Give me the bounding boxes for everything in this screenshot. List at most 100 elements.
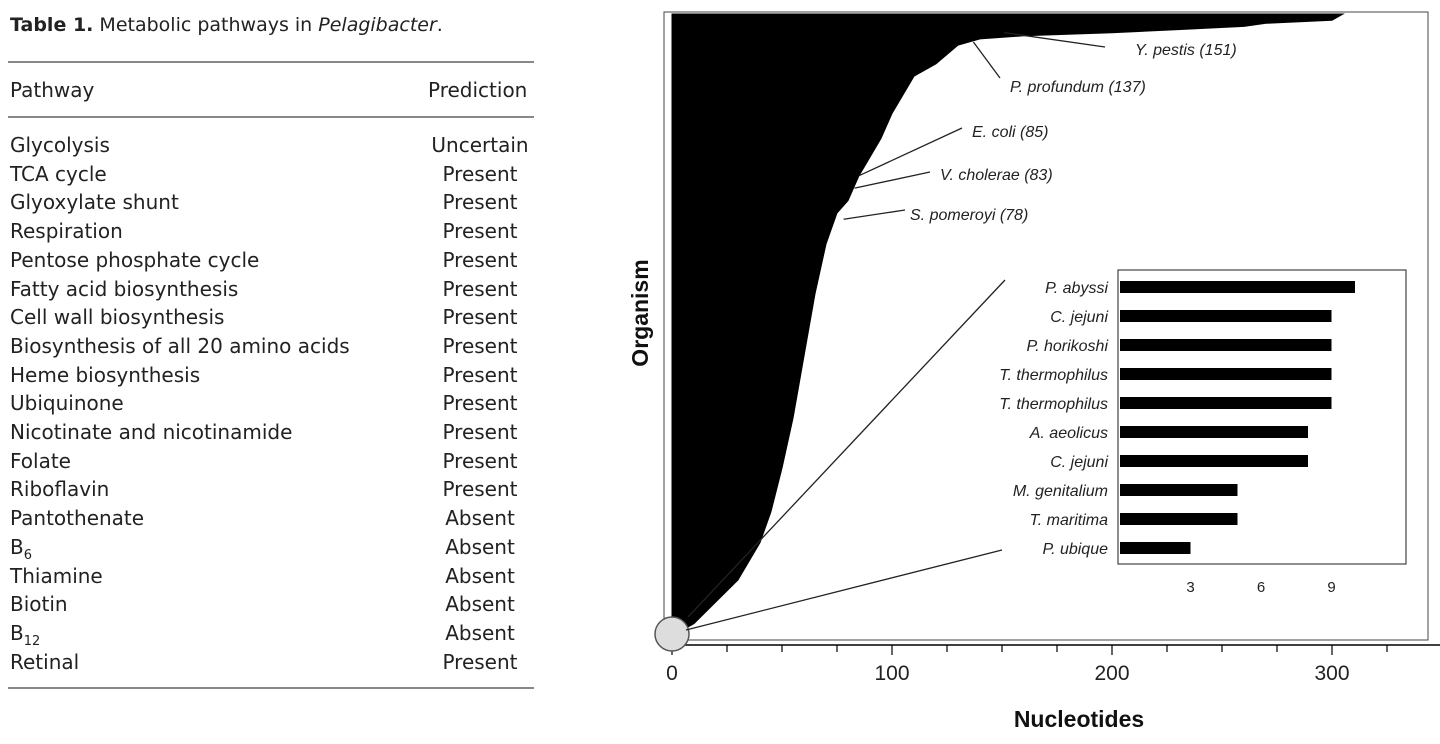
inset-bar: [1120, 455, 1308, 467]
table-row: Cell wall biosynthesis Present: [10, 303, 532, 331]
table-row: Folate Present: [10, 447, 532, 475]
table-row: Fatty acid biosynthesis Present: [10, 275, 532, 303]
inset-bar: [1120, 368, 1332, 380]
table-title: Table 1. Metabolic pathways in Pelagibac…: [10, 14, 443, 36]
figure-svg: 0 100 200 300 Nucleotides Organism Y. pestis (…: [627, 11, 1440, 732]
annotation-label: E. coli (85): [972, 124, 1048, 141]
annotation-label: V. cholerae (83): [940, 167, 1053, 184]
prediction-cell: Absent: [445, 534, 515, 559]
inset-bar: [1120, 339, 1332, 351]
inset-category-label: C. jejuni: [1050, 309, 1108, 326]
pathway-cell: Ubiquinone: [10, 391, 124, 416]
pathway-cell: Pantothenate: [10, 506, 145, 531]
x-tick-label: 0: [666, 662, 678, 685]
table-row: Ubiquinone Present: [10, 389, 532, 417]
pathway-subscript: 12: [23, 633, 41, 649]
prediction-cell: Absent: [445, 592, 515, 617]
inset-bar: [1120, 484, 1238, 496]
table-row: Biotin Absent: [10, 590, 532, 618]
table-row: Biosynthesis of all 20 amino acids Presen…: [10, 332, 532, 360]
prediction-cell: Absent: [445, 620, 515, 645]
table-row: Glyoxylate shunt Present: [10, 188, 532, 216]
table-row: Retinal Present: [10, 648, 532, 676]
pathway-cell: Riboflavin: [10, 477, 110, 502]
table-row: B6 Absent: [10, 533, 532, 563]
table-row: B12 Absent: [10, 619, 532, 649]
annotation-leader: [858, 127, 963, 177]
col-header-prediction: Prediction: [428, 78, 528, 102]
annotation-leader: [854, 171, 931, 189]
prediction-cell: Present: [442, 219, 518, 244]
pathway-cell: Glycolysis: [10, 133, 110, 157]
pathway-cell: Fatty acid biosynthesis: [10, 276, 239, 301]
x-tick-label: 200: [1094, 662, 1129, 685]
pathway-cell: Respiration: [10, 219, 123, 244]
annotation-leader: [1004, 32, 1106, 48]
pathway-cell: Nicotinate and nicotinamide: [10, 420, 293, 444]
prediction-cell: Present: [442, 362, 518, 387]
prediction-cell: Present: [442, 477, 518, 502]
inset-leader-line: [687, 279, 1006, 618]
prediction-cell: Present: [442, 649, 518, 674]
nucleotide-figure: 0 100 200 300 Nucleotides Organism Y. pestis (…: [560, 0, 1440, 744]
prediction-cell: Present: [442, 161, 518, 186]
inset-bar: [1120, 310, 1332, 322]
inset-category-label: T. maritima: [1029, 512, 1108, 529]
inset-bar: [1120, 426, 1308, 438]
prediction-cell: Present: [442, 190, 518, 215]
table-row: Pentose phosphate cycle Present: [10, 246, 532, 274]
prediction-cell: Absent: [445, 563, 515, 588]
pathway-cell: Heme biosynthesis: [10, 362, 201, 387]
table-title-end: .: [436, 14, 443, 36]
distribution-area: [671, 13, 1345, 637]
prediction-cell: Present: [442, 333, 518, 358]
table-bottom-rule: [8, 687, 534, 689]
table-title-text: Metabolic pathways in: [93, 14, 319, 36]
table-row: Thiamine Absent: [10, 562, 532, 590]
table-title-label: Table 1.: [10, 14, 94, 36]
pathway-cell: TCA cycle: [10, 161, 107, 186]
annotation-label: P. profundum (137): [1010, 79, 1146, 96]
inset-category-label: P. abyssi: [1045, 280, 1108, 297]
inset-bar: [1120, 513, 1238, 525]
prediction-cell: Uncertain: [431, 133, 529, 157]
annotation-leader: [972, 41, 1001, 79]
pathway-cell: Glyoxylate shunt: [10, 190, 179, 215]
pathway-table: Table 1. Metabolic pathways in Pelagibac…: [0, 0, 545, 740]
pathway-cell: B12: [10, 620, 41, 649]
prediction-cell: Present: [442, 276, 518, 301]
table-title-genus: Pelagibacter: [318, 14, 437, 36]
table-row: Riboflavin Present: [10, 475, 532, 503]
table-header-rule: [8, 116, 534, 118]
pathway-subscript: 6: [23, 547, 33, 563]
col-header-pathway: Pathway: [10, 78, 95, 102]
origin-highlight: [654, 616, 690, 652]
prediction-cell: Present: [442, 247, 518, 272]
table-top-rule: [8, 61, 534, 63]
inset-category-label: M. genitalium: [1013, 483, 1108, 500]
prediction-cell: Absent: [445, 506, 515, 531]
table-row: Heme biosynthesis Present: [10, 361, 532, 389]
pathway-cell: Folate: [10, 448, 71, 473]
annotation-label: Y. pestis (151): [1135, 42, 1237, 59]
pathway-cell: Retinal: [10, 649, 80, 674]
inset-leader-line: [685, 549, 1003, 631]
pathway-cell: B6: [10, 534, 33, 563]
table-row: Pantothenate Absent: [10, 504, 532, 532]
inset-tick-label: 9: [1327, 579, 1335, 596]
pathway-cell: Pentose phosphate cycle: [10, 247, 260, 272]
inset-category-label: C. jejuni: [1050, 454, 1108, 471]
inset-bar: [1120, 397, 1332, 409]
table-row: TCA cycle Present: [10, 160, 532, 188]
x-tick-label: 100: [874, 662, 909, 685]
inset-category-label: P. ubique: [1042, 541, 1108, 558]
annotation-label: S. pomeroyi (78): [910, 207, 1028, 224]
inset-category-label: T. thermophilus: [999, 396, 1108, 413]
inset-tick-label: 6: [1257, 579, 1265, 596]
inset-tick-label: 3: [1186, 579, 1194, 596]
pathway-cell: Biosynthesis of all 20 amino acids: [10, 333, 350, 358]
pathway-cell: Biotin: [10, 592, 68, 617]
table-row: Nicotinate and nicotinamide Present: [10, 418, 532, 446]
prediction-cell: Present: [442, 420, 518, 444]
table-row: Respiration Present: [10, 217, 532, 245]
